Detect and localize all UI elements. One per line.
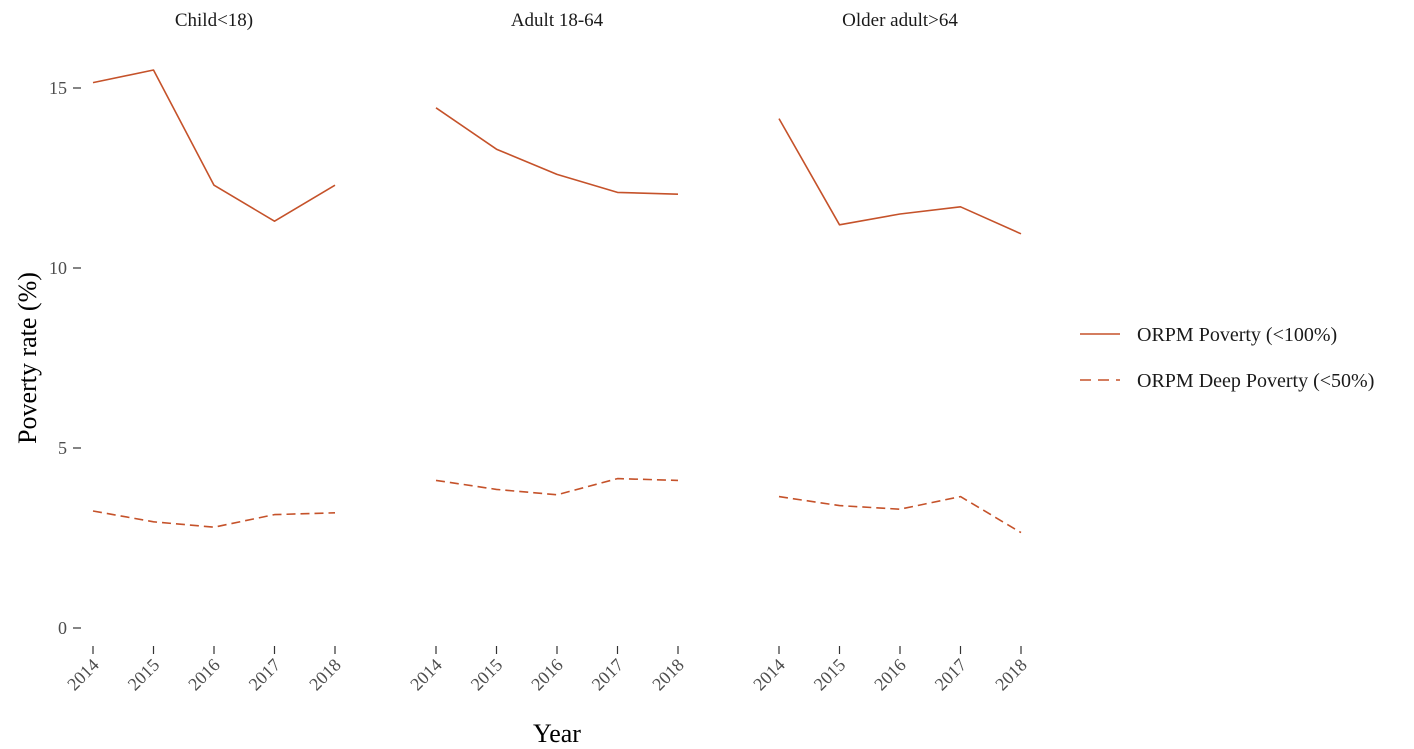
poverty-line [778,118,1022,235]
y-tick-label: 0 [58,618,67,638]
deep-poverty-line [778,495,1022,534]
poverty-line [435,107,679,195]
x-tick-label: 2015 [810,655,850,695]
x-tick-label: 2014 [63,655,103,695]
y-axis: 0 5 10 15 [49,78,81,638]
y-tick-label: 10 [49,258,67,278]
x-tick-label: 2014 [406,655,446,695]
legend-label: ORPM Deep Poverty (<50%) [1137,370,1374,392]
x-tick-label: 2018 [648,655,688,695]
x-tick-label: 2016 [527,655,567,695]
facet-title: Older adult>64 [842,10,958,31]
poverty-line [92,69,336,222]
y-tick-label: 5 [58,438,67,458]
y-tick-label: 15 [49,78,67,98]
x-tick-label: 2014 [749,655,789,695]
legend-label: ORPM Poverty (<100%) [1137,324,1337,346]
facet-panel: Adult 18-64 2014 2015 2016 2017 2018 [406,10,688,694]
x-tick-label: 2018 [305,655,345,695]
facet-title: Child<18) [175,10,253,31]
deep-poverty-line [435,477,679,496]
legend: ORPM Poverty (<100%) ORPM Deep Poverty (<… [1080,324,1374,392]
facet-panel: Older adult>64 2014 2015 2016 2017 2018 [749,10,1031,694]
x-tick-label: 2015 [467,655,507,695]
facet-title: Adult 18-64 [511,10,604,31]
x-tick-label: 2017 [588,655,628,695]
x-tick-label: 2016 [870,655,910,695]
x-tick-label: 2016 [184,655,224,695]
deep-poverty-line [92,510,336,529]
x-tick-label: 2017 [245,655,285,695]
x-tick-label: 2017 [931,655,971,695]
x-tick-label: 2018 [991,655,1031,695]
facet-panel: Child<18) 2014 2015 2016 2017 2018 [63,10,345,694]
y-axis-title: Poverty rate (%) [13,272,42,444]
x-axis-title: Year [533,719,581,748]
x-tick-label: 2015 [124,655,164,695]
